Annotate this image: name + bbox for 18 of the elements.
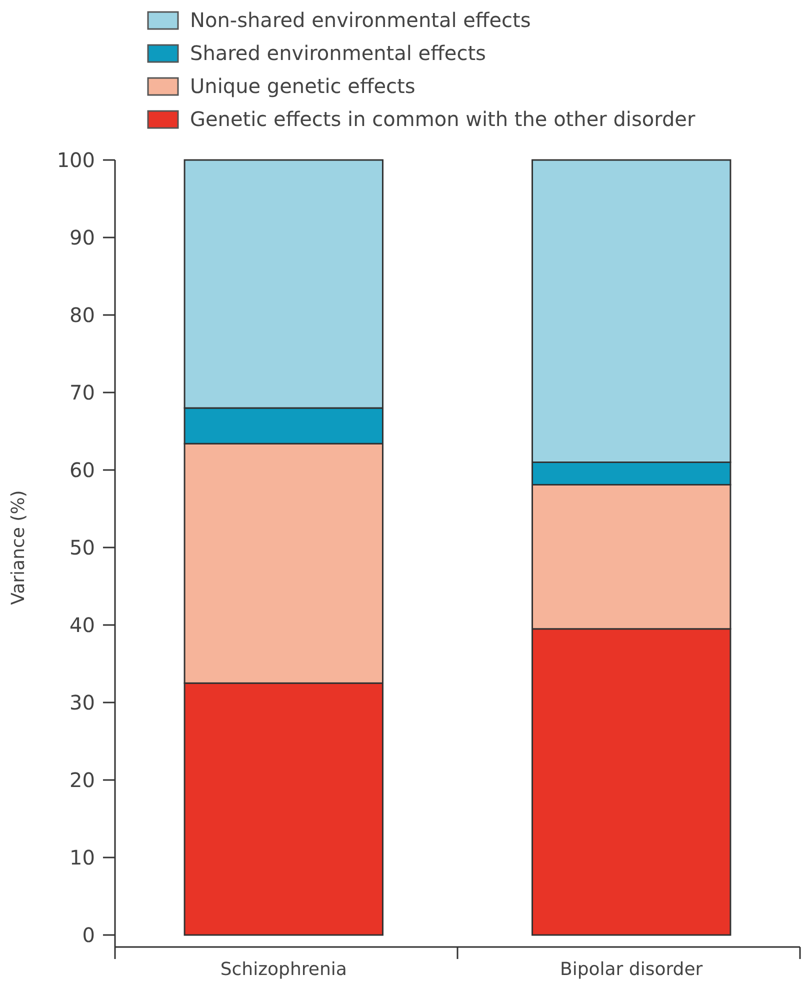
y-tick-label: 10 bbox=[70, 846, 95, 870]
y-tick-label: 50 bbox=[70, 536, 95, 560]
legend-label: Non-shared environmental effects bbox=[190, 8, 531, 32]
legend-label: Shared environmental effects bbox=[190, 41, 486, 65]
y-tick-label: 70 bbox=[70, 380, 95, 404]
y-tick-label: 100 bbox=[56, 148, 95, 172]
y-axis-title: Variance (%) bbox=[8, 490, 29, 605]
legend-label: Genetic effects in common with the other disorder bbox=[190, 107, 696, 131]
y-tick-label: 90 bbox=[70, 226, 95, 250]
y-tick-label: 40 bbox=[70, 613, 95, 637]
y-tick-label: 60 bbox=[70, 458, 95, 482]
y-tick-label: 0 bbox=[82, 923, 95, 947]
y-tick-label: 80 bbox=[70, 303, 95, 327]
y-tick-label: 20 bbox=[70, 768, 95, 792]
y-tick-label: 30 bbox=[70, 690, 95, 714]
x-tick-label: Schizophrenia bbox=[220, 959, 347, 980]
legend-label: Unique genetic effects bbox=[190, 74, 416, 98]
x-tick-label: Bipolar disorder bbox=[560, 959, 704, 980]
